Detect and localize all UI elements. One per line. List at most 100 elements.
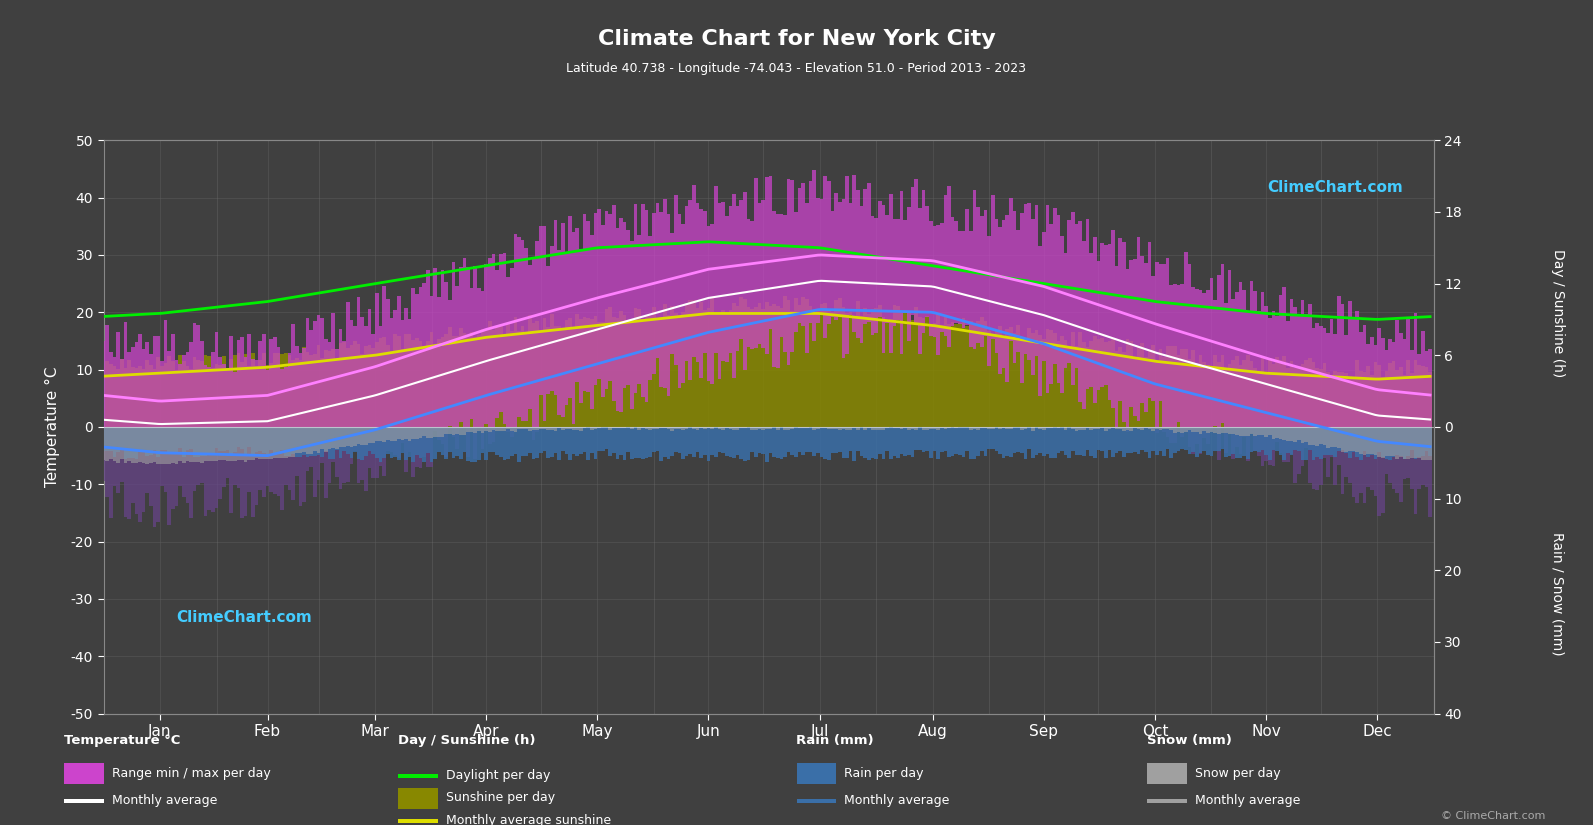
Bar: [524, 427, 529, 455]
Bar: [1137, 427, 1141, 430]
Bar: [1305, 427, 1308, 442]
Bar: [1166, 427, 1169, 429]
Bar: [1300, 299, 1305, 427]
Bar: [765, 427, 768, 429]
Bar: [1413, 427, 1418, 514]
Bar: [677, 427, 682, 453]
Bar: [652, 427, 656, 429]
Bar: [210, 427, 215, 460]
Bar: [1203, 294, 1206, 427]
Bar: [1118, 238, 1121, 402]
Bar: [827, 427, 830, 460]
Bar: [965, 326, 969, 427]
Bar: [277, 347, 280, 427]
Bar: [1035, 427, 1039, 455]
Bar: [368, 345, 371, 427]
Bar: [776, 427, 779, 430]
Bar: [948, 427, 951, 428]
Bar: [1112, 230, 1115, 408]
Bar: [306, 427, 309, 457]
Bar: [193, 427, 196, 491]
Bar: [108, 427, 113, 450]
Bar: [150, 365, 153, 427]
Bar: [335, 427, 339, 477]
Bar: [503, 252, 507, 424]
Bar: [1198, 290, 1203, 427]
Bar: [696, 427, 699, 431]
Bar: [1297, 366, 1300, 427]
Bar: [374, 427, 379, 478]
Bar: [1407, 427, 1410, 478]
Bar: [513, 427, 518, 454]
Bar: [335, 359, 339, 427]
Bar: [846, 176, 849, 354]
Bar: [288, 427, 292, 455]
Bar: [1050, 330, 1053, 427]
Bar: [357, 427, 360, 445]
Bar: [1115, 427, 1118, 453]
Bar: [164, 320, 167, 427]
Bar: [204, 365, 207, 427]
Bar: [459, 427, 462, 435]
Bar: [739, 200, 742, 339]
Bar: [787, 427, 790, 451]
Bar: [753, 307, 758, 427]
Text: Climate Chart for New York City: Climate Chart for New York City: [597, 29, 996, 49]
Bar: [419, 341, 422, 427]
Bar: [1064, 341, 1067, 427]
Bar: [728, 427, 733, 457]
Bar: [518, 427, 521, 462]
Bar: [1235, 427, 1239, 458]
Bar: [1147, 427, 1152, 429]
Bar: [1184, 350, 1188, 427]
Bar: [1141, 256, 1144, 403]
Bar: [725, 216, 728, 362]
Bar: [736, 427, 739, 431]
Bar: [473, 427, 476, 462]
Bar: [1042, 232, 1045, 361]
Bar: [663, 304, 666, 427]
Bar: [561, 427, 564, 451]
Bar: [360, 427, 365, 479]
Bar: [779, 214, 784, 337]
Bar: [1356, 361, 1359, 427]
Bar: [1378, 427, 1381, 457]
Bar: [411, 427, 416, 439]
Bar: [1243, 427, 1246, 437]
Bar: [1271, 310, 1274, 427]
Bar: [1333, 427, 1337, 457]
Bar: [277, 427, 280, 453]
Bar: [1327, 372, 1330, 427]
Bar: [185, 427, 190, 503]
Bar: [1337, 372, 1341, 427]
Bar: [1319, 427, 1322, 445]
Bar: [119, 427, 124, 482]
Bar: [1418, 427, 1421, 489]
Bar: [983, 210, 988, 336]
Bar: [241, 427, 244, 460]
Bar: [1271, 427, 1274, 466]
Bar: [272, 427, 277, 454]
Bar: [153, 370, 156, 427]
Bar: [335, 349, 339, 427]
Bar: [550, 427, 554, 457]
Bar: [513, 234, 518, 427]
Bar: [871, 427, 875, 430]
Bar: [742, 299, 747, 427]
Bar: [1184, 427, 1188, 432]
Bar: [1300, 364, 1305, 427]
Bar: [1392, 427, 1395, 457]
Bar: [280, 427, 284, 510]
Bar: [102, 427, 105, 481]
Bar: [518, 237, 521, 417]
Bar: [906, 207, 911, 341]
Bar: [303, 427, 306, 455]
Bar: [314, 427, 317, 455]
Bar: [441, 427, 444, 455]
Bar: [685, 205, 688, 361]
Bar: [1115, 266, 1118, 427]
Bar: [218, 427, 221, 499]
Bar: [886, 215, 889, 323]
Bar: [1418, 365, 1421, 427]
Bar: [416, 427, 419, 440]
